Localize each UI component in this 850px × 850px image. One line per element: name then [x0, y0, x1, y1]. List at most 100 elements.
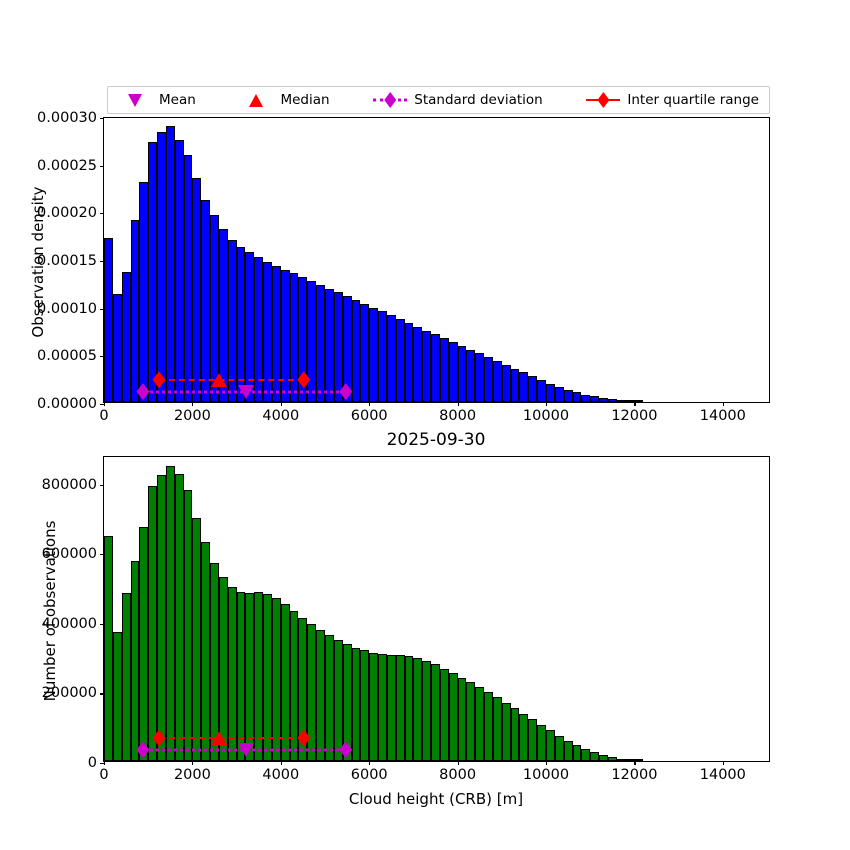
- histogram-bar: [413, 326, 423, 402]
- histogram-bar: [289, 273, 299, 402]
- histogram-bar: [263, 594, 272, 761]
- histogram-bar: [448, 673, 458, 761]
- x-axis-tick-label: 0: [99, 767, 109, 783]
- legend-item-mean: Mean: [118, 91, 196, 109]
- histogram-bar: [254, 257, 264, 402]
- x-axis-tick-label: 6000: [350, 408, 388, 424]
- histogram-bar: [298, 277, 308, 402]
- histogram-bar: [104, 238, 113, 402]
- y-axis-tick: [100, 484, 104, 486]
- histogram-bar: [121, 593, 131, 761]
- histogram-bar: [422, 660, 432, 761]
- histogram-bar: [581, 394, 591, 402]
- histogram-bar: [616, 400, 626, 402]
- histogram-bar: [218, 577, 228, 761]
- histogram-bar: [360, 303, 370, 402]
- histogram-bar: [192, 177, 202, 402]
- histogram-bar: [351, 300, 361, 402]
- histogram-bar: [157, 475, 166, 761]
- bottom-panel-axes: 0 2000 4000 6000 8000 10000 12000 14000 0 200000 4…: [42, 456, 770, 783]
- histogram-bar: [139, 181, 149, 402]
- histogram-bar: [333, 640, 343, 761]
- y-axis-tick-label: 0.00005: [37, 348, 97, 365]
- x-axis-tick-label: 12000: [611, 408, 658, 424]
- x-axis-tick: [280, 402, 282, 406]
- histogram-bar: [218, 229, 228, 402]
- diamond-dashed-icon: [586, 91, 621, 109]
- figure-suptitle: 2025-09-30: [386, 430, 486, 450]
- diamond-dotted-icon: [373, 91, 408, 109]
- y-axis-tick-label: 0.00015: [37, 253, 97, 269]
- standard-deviation-high-marker: [339, 741, 353, 759]
- legend-label-standard-deviation: Standard deviation: [414, 92, 543, 108]
- top-panel-axes: 0 2000 4000 6000 8000 10000 12000 14000 0.00000 0…: [37, 110, 770, 424]
- histogram-bar: [625, 400, 635, 402]
- x-axis-tick: [546, 761, 548, 765]
- triangle-up-icon: [239, 91, 273, 109]
- histogram-bar: [183, 155, 193, 402]
- histogram-bar: [139, 527, 149, 761]
- histogram-bar: [210, 562, 219, 761]
- y-axis-tick-label: 0: [87, 755, 97, 771]
- histogram-bar: [378, 653, 387, 761]
- histogram-bar: [546, 730, 555, 761]
- y-axis-tick: [100, 213, 104, 215]
- histogram-bar: [342, 644, 352, 761]
- median-marker: [210, 730, 227, 745]
- x-axis-tick: [104, 761, 106, 765]
- histogram-bar: [590, 396, 600, 402]
- y-axis-tick: [100, 693, 104, 695]
- histogram-bar: [554, 387, 564, 402]
- histogram-bar: [148, 486, 158, 761]
- q1-marker: [152, 371, 166, 389]
- y-axis-tick: [100, 404, 104, 406]
- histogram-bar: [431, 664, 440, 761]
- histogram-bar: [448, 341, 458, 402]
- histogram-bar: [307, 280, 317, 402]
- histogram-bar: [439, 668, 449, 761]
- histogram-bar: [466, 682, 476, 761]
- q1-marker: [152, 729, 166, 747]
- triangle-down-icon: [118, 91, 152, 109]
- standard-deviation-low-marker: [136, 383, 150, 401]
- x-axis-tick-label: 2000: [173, 408, 211, 424]
- histogram-bar: [333, 292, 343, 402]
- histogram-bar: [369, 307, 379, 402]
- histogram-bar: [484, 357, 493, 402]
- histogram-bar: [316, 284, 325, 402]
- histogram-bar: [528, 719, 538, 761]
- histogram-bar: [271, 598, 281, 761]
- legend-item-standard-deviation: Standard deviation: [373, 91, 543, 109]
- histogram-bar: [130, 219, 140, 402]
- histogram-bar: [148, 141, 158, 402]
- y-axis-tick: [100, 554, 104, 556]
- histogram-bar: [236, 246, 246, 402]
- histogram-bar: [174, 474, 184, 761]
- histogram-bar: [298, 617, 308, 761]
- histogram-bar: [342, 296, 352, 402]
- histogram-bar: [492, 697, 502, 761]
- y-axis-tick: [100, 763, 104, 765]
- q3-marker: [297, 729, 311, 747]
- histogram-bar: [572, 392, 582, 402]
- x-axis-tick-label: 12000: [611, 767, 658, 783]
- y-axis-tick: [100, 356, 104, 358]
- legend-item-inter-quartile-range: Inter quartile range: [586, 91, 759, 109]
- x-axis-tick: [280, 761, 282, 765]
- x-axis-tick: [546, 402, 548, 406]
- x-axis-tick-label: 8000: [439, 767, 477, 783]
- legend-label-mean: Mean: [159, 92, 196, 108]
- histogram-bar: [404, 656, 414, 761]
- histogram-bar: [227, 239, 237, 402]
- histogram-bar: [537, 724, 546, 761]
- histogram-bar: [395, 319, 405, 402]
- histogram-bar: [501, 702, 511, 761]
- top-panel-plot: [104, 118, 769, 402]
- histogram-bar: [404, 322, 414, 402]
- histogram-bar: [457, 677, 467, 761]
- y-axis-tick-label: 400000: [41, 615, 97, 632]
- legend-label-inter-quartile-range: Inter quartile range: [627, 92, 759, 108]
- histogram-bar: [236, 591, 246, 761]
- histogram-bar: [501, 364, 511, 402]
